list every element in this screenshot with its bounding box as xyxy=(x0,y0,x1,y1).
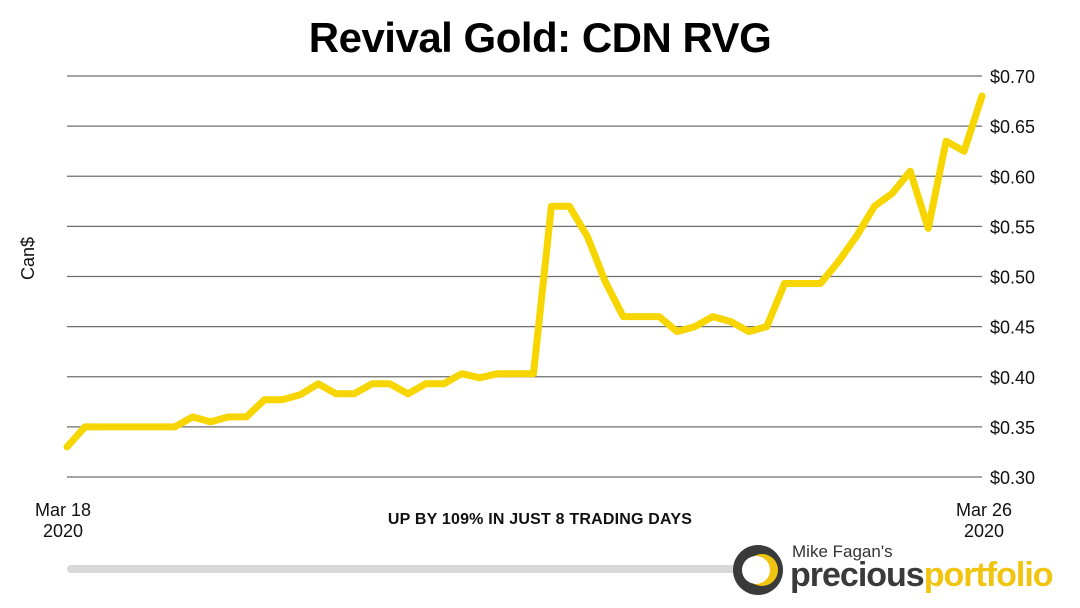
y-tick-label: $0.50 xyxy=(990,268,1035,288)
y-tick-label: $0.60 xyxy=(990,167,1035,187)
chart-annotation: UP BY 109% IN JUST 8 TRADING DAYS xyxy=(387,511,693,528)
y-tick-label: $0.55 xyxy=(990,217,1035,237)
x-tick-end: Mar 26 2020 xyxy=(944,500,1024,542)
y-tick-label: $0.35 xyxy=(990,418,1035,438)
x-tick-end-line2: 2020 xyxy=(963,521,1005,541)
footer-divider xyxy=(67,565,747,573)
y-tick-label: $0.40 xyxy=(990,368,1035,388)
x-tick-end-line1: Mar 26 xyxy=(955,500,1013,520)
y-tick-label: $0.30 xyxy=(990,468,1035,488)
brand-logo: Mike Fagan's preciousportfolio xyxy=(728,538,1058,600)
chart-title: Revival Gold: CDN RVG xyxy=(308,14,772,61)
x-tick-start-line1: Mar 18 xyxy=(34,500,92,520)
y-tick-label: $0.65 xyxy=(990,117,1035,137)
x-tick-start: Mar 18 2020 xyxy=(28,500,98,542)
logo-word-portfolio: portfolio xyxy=(923,556,1054,594)
logo-mark-icon xyxy=(733,545,783,595)
y-axis-label: Can$ xyxy=(18,236,38,280)
y-tick-label: $0.70 xyxy=(990,67,1035,87)
logo-small-text: Mike Fagan's xyxy=(792,542,893,561)
x-tick-start-line2: 2020 xyxy=(42,521,84,541)
y-tick-labels: $0.30 $0.35 $0.40 $0.45 $0.50 $0.55 $0.60 $0.65… xyxy=(990,67,1035,488)
logo-big-text: preciousportfolio xyxy=(790,556,1054,595)
logo-word-precious: precious xyxy=(790,556,925,594)
series-line xyxy=(63,92,986,451)
y-tick-label: $0.45 xyxy=(990,318,1035,338)
